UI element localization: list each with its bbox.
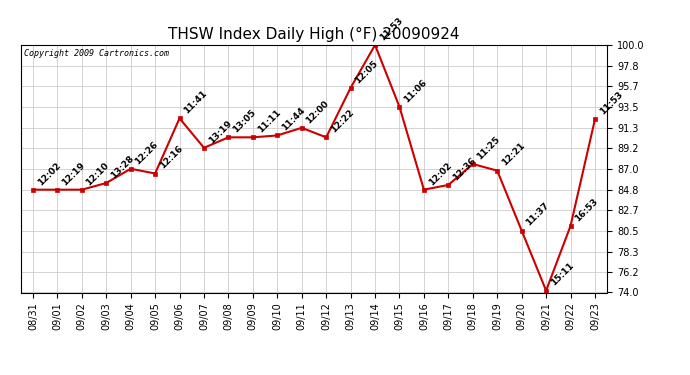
Text: 12:22: 12:22 xyxy=(329,108,355,135)
Text: 12:02: 12:02 xyxy=(36,160,62,187)
Text: 13:05: 13:05 xyxy=(231,108,257,135)
Text: 12:00: 12:00 xyxy=(304,99,331,125)
Text: 12:10: 12:10 xyxy=(85,160,111,187)
Text: 11:41: 11:41 xyxy=(182,89,209,116)
Text: 13:19: 13:19 xyxy=(207,118,233,145)
Text: 13:28: 13:28 xyxy=(109,154,136,180)
Title: THSW Index Daily High (°F) 20090924: THSW Index Daily High (°F) 20090924 xyxy=(168,27,460,42)
Text: 11:25: 11:25 xyxy=(475,135,502,161)
Text: 12:19: 12:19 xyxy=(60,160,87,187)
Text: 11:53: 11:53 xyxy=(378,16,404,42)
Text: 11:06: 11:06 xyxy=(402,78,428,104)
Text: 11:53: 11:53 xyxy=(598,90,624,117)
Text: 12:05: 12:05 xyxy=(353,58,380,85)
Text: Copyright 2009 Cartronics.com: Copyright 2009 Cartronics.com xyxy=(23,49,168,58)
Text: 12:21: 12:21 xyxy=(500,141,526,168)
Text: 15:11: 15:11 xyxy=(549,261,575,288)
Text: 11:44: 11:44 xyxy=(280,106,307,133)
Text: 12:26: 12:26 xyxy=(133,140,160,166)
Text: 16:53: 16:53 xyxy=(573,196,600,223)
Text: 12:02: 12:02 xyxy=(426,160,453,187)
Text: 11:11: 11:11 xyxy=(255,108,282,135)
Text: 12:36: 12:36 xyxy=(451,156,477,182)
Text: 11:37: 11:37 xyxy=(524,201,551,228)
Text: 12:16: 12:16 xyxy=(158,144,184,171)
